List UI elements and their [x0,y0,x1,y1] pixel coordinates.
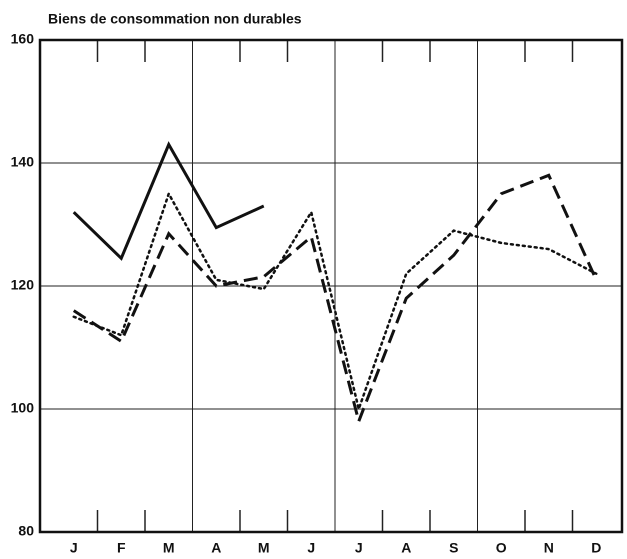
x-tick-label: S [449,540,458,556]
plot-frame [38,38,624,534]
y-tick-label: 120 [11,277,35,293]
x-tick-label: A [211,540,221,556]
line-series [72,141,265,261]
x-tick-label: M [258,540,270,556]
x-tick-label: J [355,540,363,556]
x-tick-label: J [70,540,78,556]
chart-title: Biens de consommation non durables [48,11,302,27]
y-tick-label: 140 [11,154,35,170]
x-tick-label: O [496,540,507,556]
y-tick-label: 80 [18,523,34,539]
x-tick-label: M [163,540,175,556]
x-tick-label: J [307,540,315,556]
x-tick-label: A [401,540,411,556]
x-tick-label: F [117,540,126,556]
line-series [72,190,598,414]
x-tick-label: N [544,540,554,556]
y-tick-label: 160 [11,31,35,47]
x-tick-label: D [591,540,601,556]
line-series [72,173,598,427]
y-tick-label: 100 [11,400,35,416]
